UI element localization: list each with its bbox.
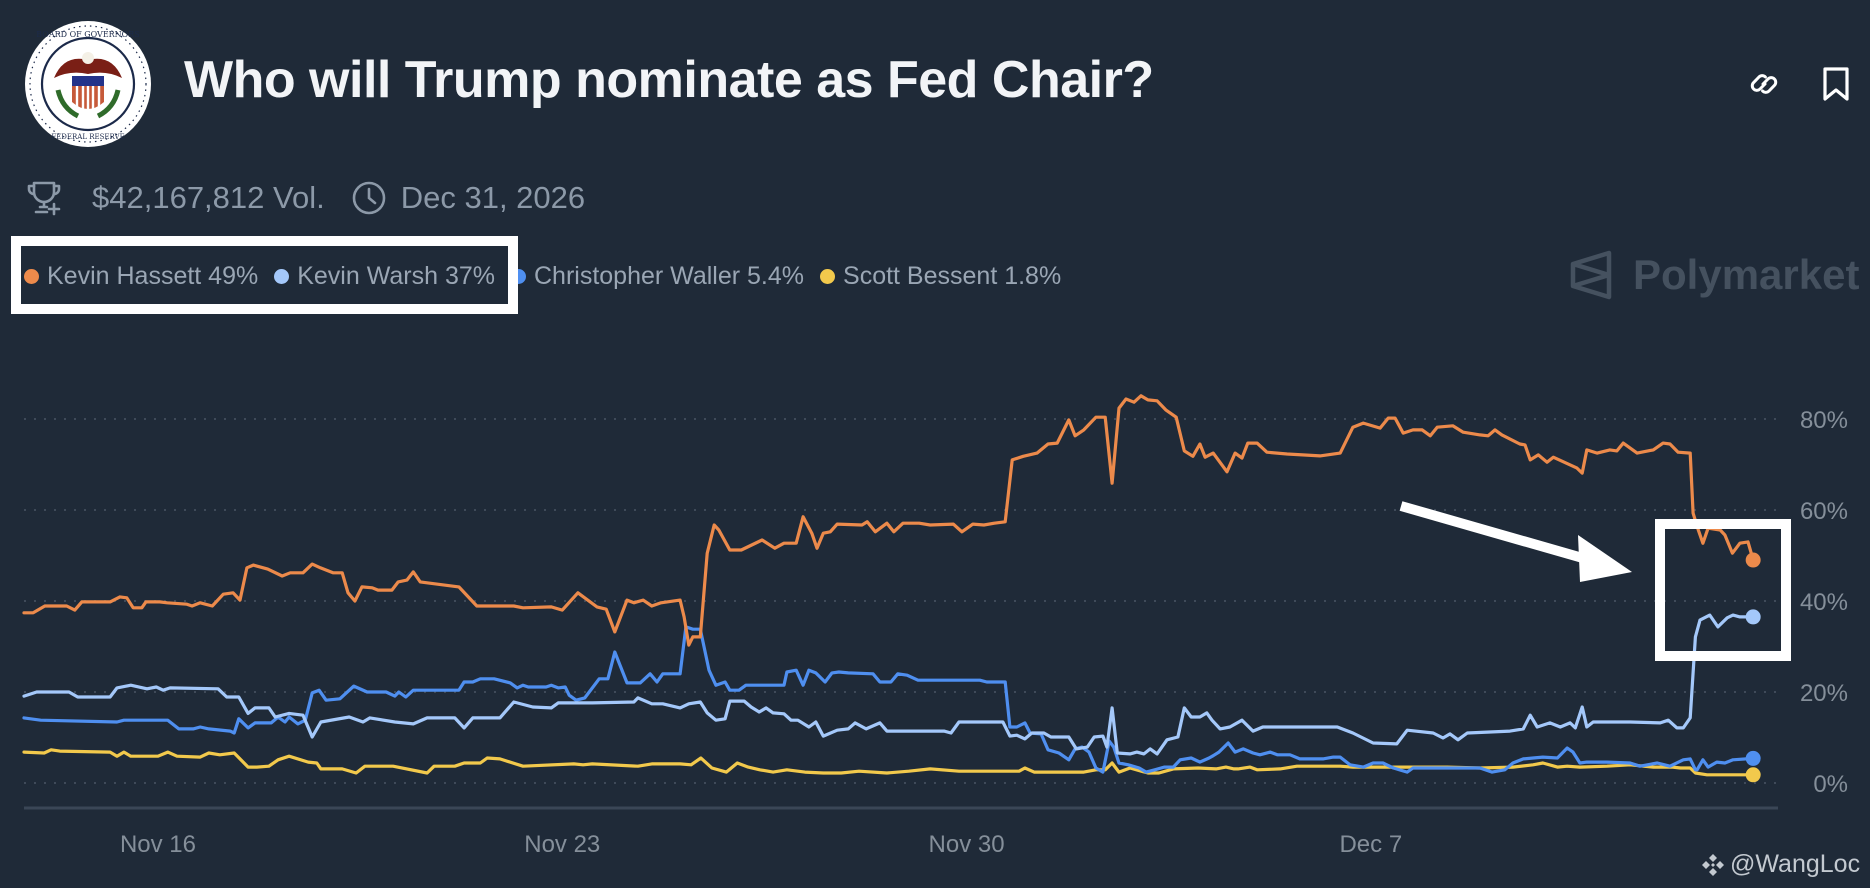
grid-lines — [24, 418, 1778, 784]
legend-dot — [24, 269, 39, 284]
binance-icon — [1702, 853, 1724, 876]
x-tick-labels: Nov 16 Nov 23 Nov 30 Dec 7 — [120, 831, 1402, 858]
x-tick-label: Nov 16 — [120, 831, 196, 858]
polymarket-watermark: Polymarket — [1569, 250, 1859, 300]
legend-item-kevin-warsh[interactable]: Kevin Warsh 37% — [274, 262, 495, 291]
legend-item-christopher-waller[interactable]: Christopher Waller 5.4% — [511, 262, 804, 291]
svg-text:FEDERAL RESERVE: FEDERAL RESERVE — [51, 133, 124, 141]
page-title: Who will Trump nominate as Fed Chair? — [184, 51, 1154, 109]
series-end-dot-christopher-waller — [1745, 750, 1761, 766]
series-line-kevin-hassett — [22, 394, 1755, 647]
x-tick-label: Nov 23 — [524, 831, 600, 858]
series-end-dot-kevin-hassett — [1745, 552, 1761, 568]
x-tick-label: Nov 30 — [929, 831, 1005, 858]
annotation-arrow — [1399, 501, 1632, 582]
price-history-chart: Nov 16 Nov 23 Nov 30 Dec 7 80% 60% 40% 20% 0% — [22, 394, 1848, 858]
series-end-dot-kevin-warsh — [1745, 609, 1761, 625]
y-tick-labels: 80% 60% 40% 20% 0% — [1800, 407, 1848, 798]
x-tick-label: Dec 7 — [1339, 831, 1402, 858]
clock-icon — [351, 180, 387, 216]
y-tick-label: 60% — [1800, 498, 1848, 525]
svg-text:BOARD OF GOVERNORS: BOARD OF GOVERNORS — [36, 30, 140, 39]
credit-text: @WangLoc — [1730, 850, 1861, 878]
market-meta: $42,167,812 Vol. Dec 31, 2026 — [26, 180, 585, 216]
legend-highlight-box — [11, 236, 518, 314]
latest-values-highlight-box — [1655, 519, 1791, 661]
legend-dot — [820, 269, 836, 284]
legend-item-scott-bessent[interactable]: Scott Bessent 1.8% — [820, 262, 1061, 291]
series-end-dot-scott-bessent — [1745, 767, 1761, 783]
y-tick-label: 20% — [1800, 680, 1848, 707]
volume-text: $42,167,812 Vol. — [92, 180, 325, 215]
y-tick-label: 40% — [1800, 589, 1848, 616]
legend-item-kevin-hassett[interactable]: Kevin Hassett 49% — [24, 262, 258, 291]
trophy-icon — [26, 180, 62, 216]
series-line-christopher-waller — [22, 625, 1755, 774]
copy-link-button[interactable] — [1748, 68, 1780, 100]
legend-label: Scott Bessent 1.8% — [843, 262, 1062, 290]
legend-label: Kevin Hassett 49% — [47, 262, 259, 290]
author-credit: @WangLoc — [1700, 850, 1860, 879]
series-line-kevin-warsh — [22, 613, 1755, 756]
watermark-text: Polymarket — [1633, 251, 1860, 298]
y-tick-label: 0% — [1813, 771, 1848, 798]
polymarket-logo-icon — [1570, 250, 1612, 300]
series-lines — [22, 394, 1755, 777]
bookmark-button[interactable] — [1822, 66, 1850, 102]
chart-legend: Kevin Hassett 49% Kevin Warsh 37% Christ… — [24, 262, 1077, 291]
legend-label: Christopher Waller 5.4% — [534, 262, 805, 290]
y-tick-label: 80% — [1800, 407, 1848, 434]
legend-label: Kevin Warsh 37% — [297, 262, 495, 290]
series-end-dots — [1745, 552, 1761, 783]
federal-reserve-seal-logo: BOARD OF GOVERNORS FEDERAL RESERVE — [24, 20, 152, 148]
end-date-text: Dec 31, 2026 — [400, 180, 586, 215]
link-icon — [1750, 74, 1778, 94]
bookmark-icon — [1823, 67, 1849, 101]
legend-dot — [274, 269, 290, 284]
